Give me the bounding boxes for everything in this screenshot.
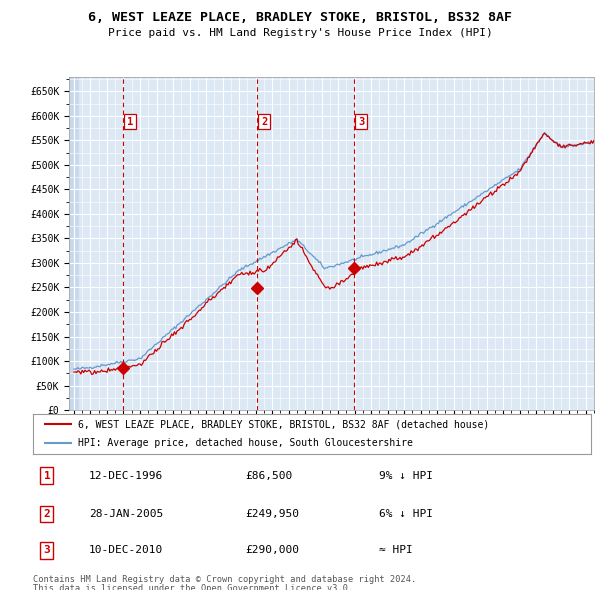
Text: 1: 1	[127, 117, 133, 127]
Text: £290,000: £290,000	[245, 546, 299, 555]
Text: 12-DEC-1996: 12-DEC-1996	[89, 471, 163, 480]
Text: 1: 1	[44, 471, 50, 480]
Text: ≈ HPI: ≈ HPI	[379, 546, 413, 555]
Text: 10-DEC-2010: 10-DEC-2010	[89, 546, 163, 555]
Text: Contains HM Land Registry data © Crown copyright and database right 2024.: Contains HM Land Registry data © Crown c…	[33, 575, 416, 584]
Text: 2: 2	[261, 117, 267, 127]
Text: 28-JAN-2005: 28-JAN-2005	[89, 509, 163, 519]
Text: 6, WEST LEAZE PLACE, BRADLEY STOKE, BRISTOL, BS32 8AF (detached house): 6, WEST LEAZE PLACE, BRADLEY STOKE, BRIS…	[77, 419, 489, 429]
Text: 2: 2	[44, 509, 50, 519]
Text: Price paid vs. HM Land Registry's House Price Index (HPI): Price paid vs. HM Land Registry's House …	[107, 28, 493, 38]
Text: 3: 3	[358, 117, 364, 127]
Text: £86,500: £86,500	[245, 471, 292, 480]
Text: £249,950: £249,950	[245, 509, 299, 519]
Text: This data is licensed under the Open Government Licence v3.0.: This data is licensed under the Open Gov…	[33, 584, 353, 590]
Text: 6, WEST LEAZE PLACE, BRADLEY STOKE, BRISTOL, BS32 8AF: 6, WEST LEAZE PLACE, BRADLEY STOKE, BRIS…	[88, 11, 512, 24]
Text: 9% ↓ HPI: 9% ↓ HPI	[379, 471, 433, 480]
Text: 3: 3	[44, 546, 50, 555]
Text: HPI: Average price, detached house, South Gloucestershire: HPI: Average price, detached house, Sout…	[77, 438, 413, 448]
Text: 6% ↓ HPI: 6% ↓ HPI	[379, 509, 433, 519]
